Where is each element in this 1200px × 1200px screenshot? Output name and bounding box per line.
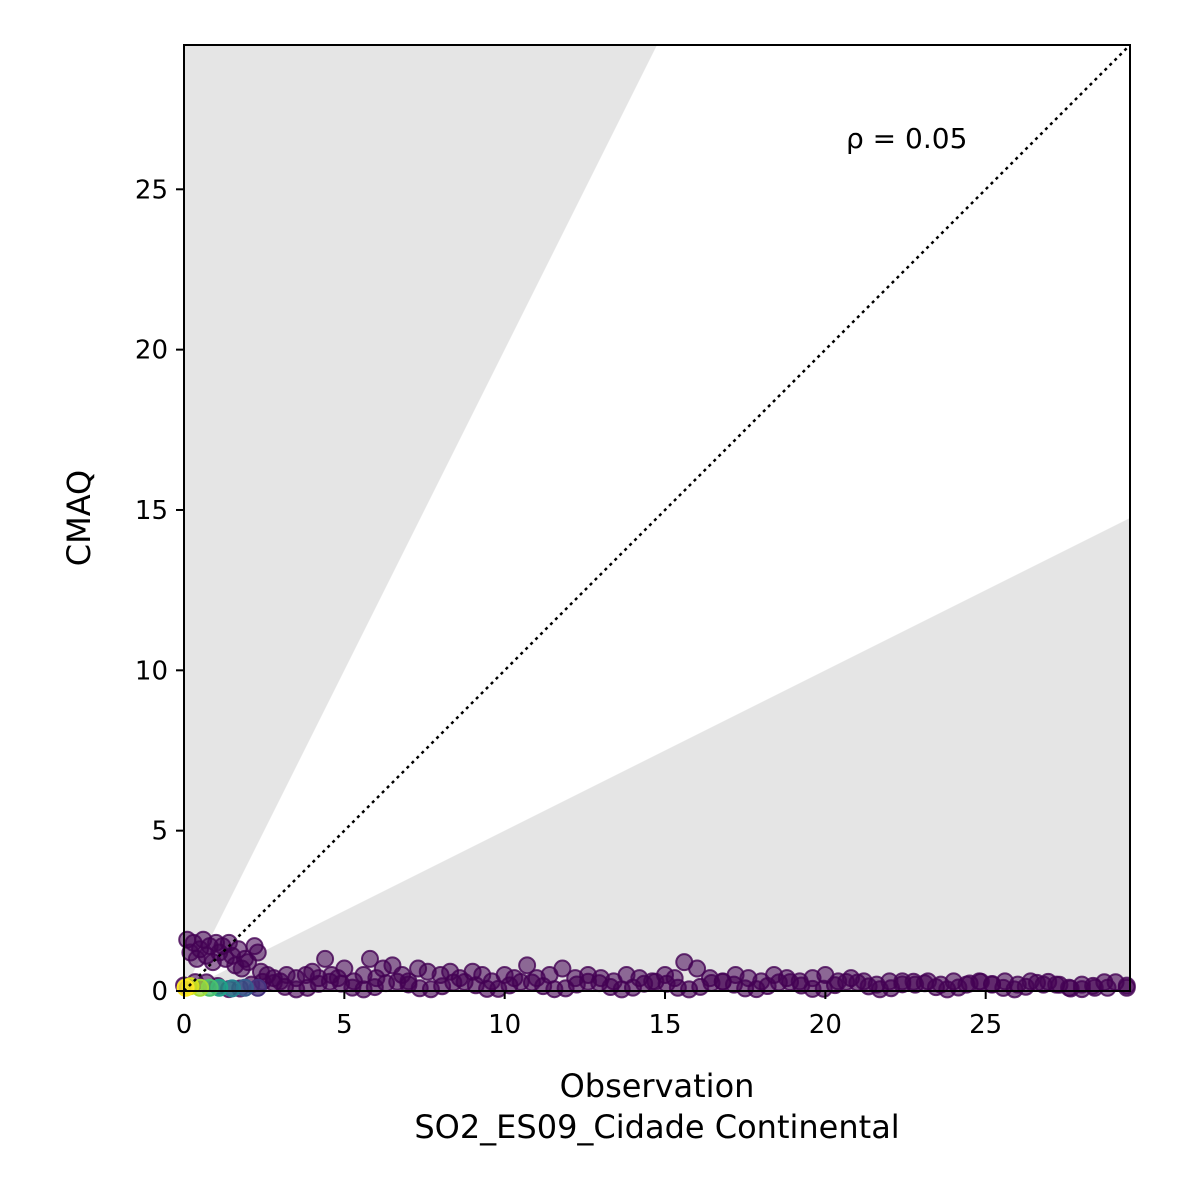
upper-shaded-region [184,45,657,991]
plot-area: ρ = 0.05 [175,44,1136,999]
y-tick-label: 15 [135,496,168,526]
scatter-point [518,956,537,975]
density-point [176,978,195,997]
y-tick-label: 25 [135,175,168,205]
scatter-point [553,959,572,978]
y-tick-label: 0 [151,977,168,1007]
lower-shaded-region [184,518,1130,991]
one-to-one-reference-line [183,44,1131,992]
x-tick-label: 5 [336,1010,353,1040]
correlation-annotation: ρ = 0.05 [846,122,967,155]
scatter-point [248,943,267,962]
x-tick-label: 0 [176,1010,193,1040]
data-points [175,930,1136,999]
x-tick-label: 20 [809,1010,842,1040]
scatter-point [316,949,335,968]
y-axis-ticks: 0 5 10 15 20 25 [135,175,184,1007]
x-axis-label: Observation [560,1067,755,1105]
scatter-point [360,949,379,968]
x-axis-ticks: 0 5 10 15 20 25 [176,991,1002,1040]
y-tick-label: 20 [135,336,168,366]
x-tick-label: 15 [648,1010,681,1040]
y-tick-label: 5 [151,817,168,847]
scatter-point [688,959,707,978]
x-axis-sublabel: SO2_ES09_Cidade Continental [414,1108,899,1146]
x-tick-label: 25 [969,1010,1002,1040]
y-axis-label: CMAQ [60,470,98,566]
x-tick-label: 10 [488,1010,521,1040]
plot-frame [183,44,1131,992]
y-tick-label: 10 [135,656,168,686]
